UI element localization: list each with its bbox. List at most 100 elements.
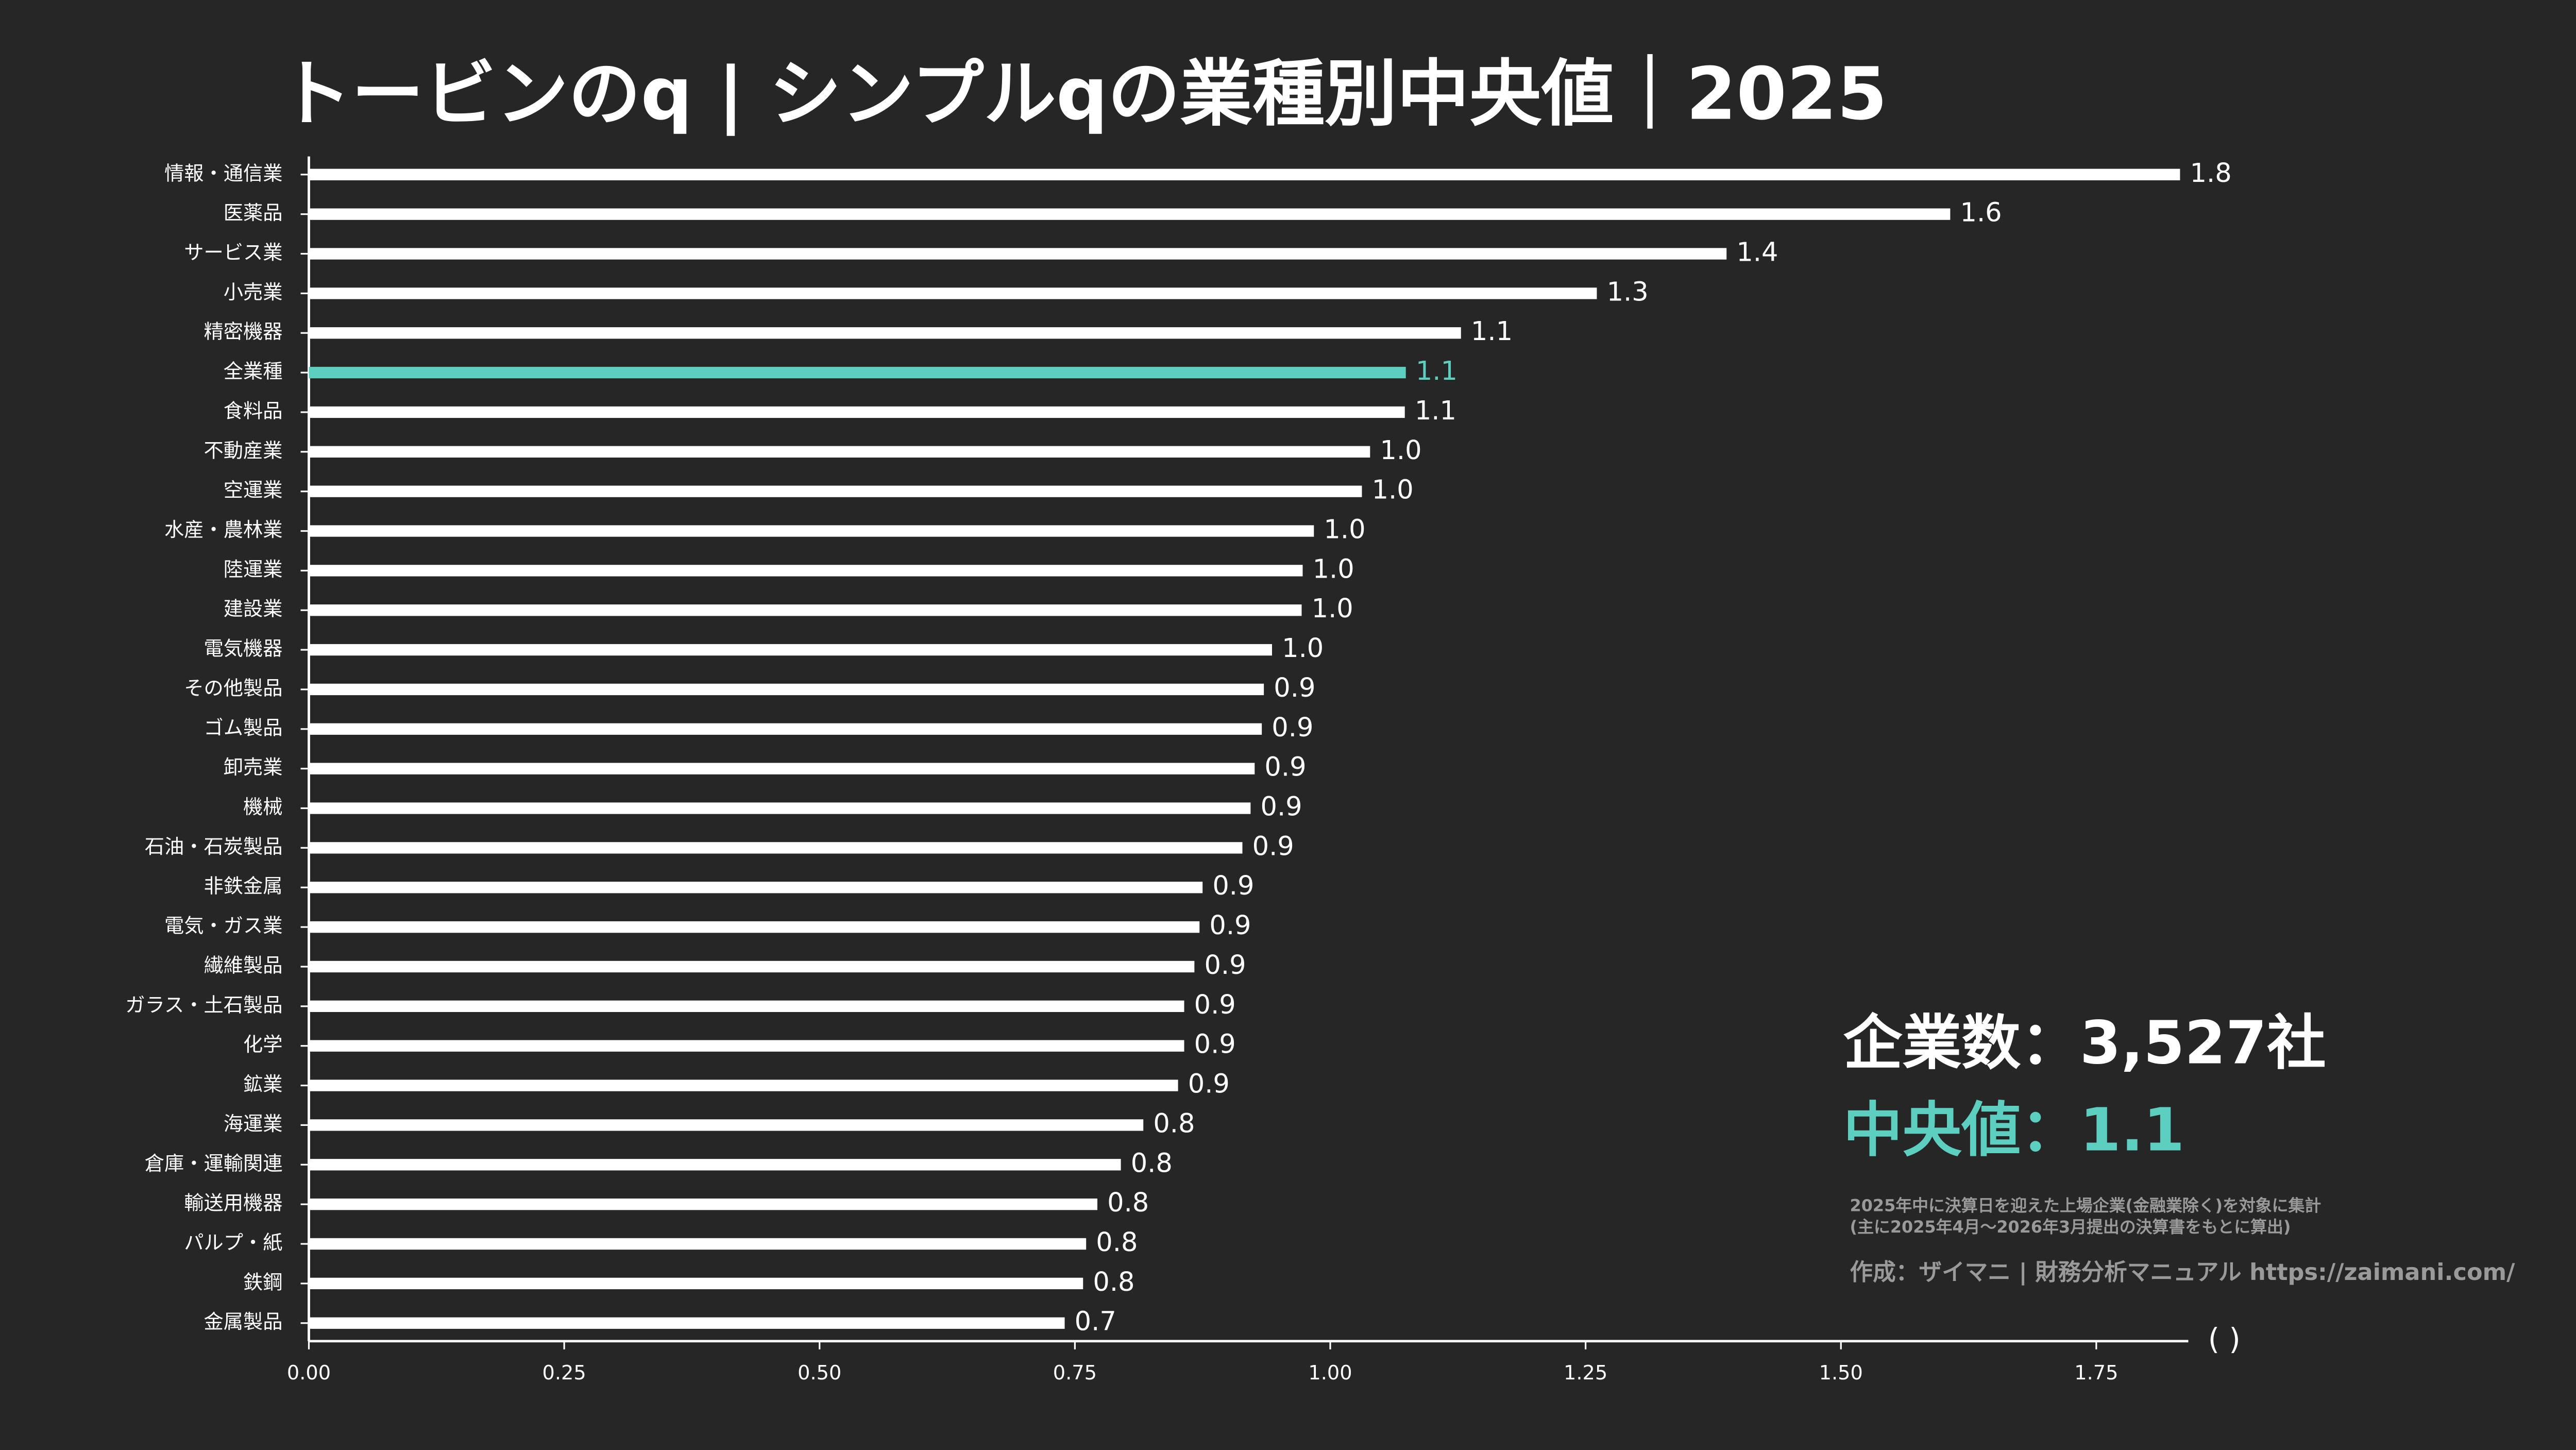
value-label: 1.1: [1416, 356, 1458, 386]
y-tick-label: 陸運業: [224, 558, 283, 581]
y-tick-label: 精密機器: [204, 321, 282, 344]
value-label: 0.9: [1212, 871, 1254, 901]
bar: [309, 763, 1255, 774]
value-label: 0.7: [1075, 1307, 1116, 1337]
x-tick-label: 0.00: [287, 1361, 331, 1385]
bar: [309, 882, 1203, 893]
value-label: 0.8: [1153, 1108, 1195, 1139]
y-tick-label: 卸売業: [224, 756, 283, 779]
y-tick-label: 金属製品: [204, 1310, 282, 1334]
bar: [309, 1317, 1065, 1329]
value-label: 0.8: [1107, 1188, 1149, 1218]
value-label: 0.9: [1188, 1069, 1230, 1100]
note: (主に2025年4月〜2026年3月提出の決算書をもとに算出): [1850, 1217, 2291, 1237]
y-tick-label: 倉庫・運輸関連: [145, 1152, 283, 1175]
y-tick-label: 繊維製品: [204, 954, 282, 977]
bar: [309, 842, 1243, 854]
value-label: 1.4: [1736, 237, 1778, 267]
y-tick-label: 医薬品: [224, 201, 283, 225]
x-axis-label: ( ): [2208, 1322, 2241, 1356]
x-tick-label: 1.25: [1564, 1361, 1607, 1385]
y-tick-label: サービス業: [184, 241, 282, 264]
y-tick-label: 海運業: [224, 1112, 283, 1136]
value-label: 1.0: [1313, 554, 1354, 584]
value-label: 0.9: [1204, 950, 1246, 981]
company-count: 企業数：3,527社: [1843, 1008, 2326, 1077]
bar: [309, 327, 1461, 339]
y-tick-label: 食料品: [224, 399, 283, 423]
bar: [309, 288, 1597, 299]
y-tick-label: 建設業: [224, 598, 283, 621]
y-tick-label: 石油・石炭製品: [145, 835, 283, 858]
value-label: 0.8: [1093, 1267, 1134, 1297]
value-label: 1.6: [1960, 198, 2002, 228]
chart-title: トービンのq | シンプルqの業種別中央値｜2025: [279, 53, 1887, 137]
value-label: 0.8: [1131, 1148, 1173, 1178]
bar: [309, 208, 1951, 220]
value-label: 0.9: [1274, 673, 1315, 703]
y-tick-label: 電気・ガス業: [164, 915, 282, 938]
y-tick-label: 空運業: [224, 479, 283, 502]
y-tick-label: 非鉄金属: [204, 875, 282, 898]
value-label: 0.9: [1272, 713, 1313, 743]
bar: [309, 604, 1302, 616]
bar: [309, 366, 1406, 379]
median-note: 中央値：1.1: [1843, 1095, 2184, 1165]
value-label: 1.0: [1380, 435, 1421, 466]
value-label: 1.1: [1415, 396, 1456, 426]
bar: [309, 1238, 1087, 1250]
y-tick-label: 鉄鋼: [243, 1271, 283, 1294]
x-tick-label: 1.75: [2074, 1361, 2118, 1385]
value-label: 1.0: [1324, 515, 1365, 545]
x-tick-label: 0.50: [798, 1361, 841, 1385]
bar: [309, 1198, 1097, 1210]
value-label: 1.0: [1282, 633, 1324, 664]
x-tick-label: 0.75: [1053, 1361, 1097, 1385]
value-label: 0.8: [1096, 1227, 1138, 1258]
y-tick-label: 輸送用機器: [184, 1192, 282, 1215]
bar: [309, 525, 1314, 537]
bar: [309, 248, 1727, 260]
y-tick-label: 情報・通信業: [164, 162, 282, 185]
note: 2025年中に決算日を迎えた上場企業(金融業除く)を対象に集計: [1850, 1195, 2321, 1215]
value-label: 0.9: [1260, 792, 1302, 822]
x-tick-label: 0.25: [543, 1361, 586, 1385]
value-label: 0.9: [1194, 990, 1236, 1020]
value-label: 0.9: [1194, 1030, 1236, 1060]
y-tick-label: 機械: [243, 796, 283, 819]
y-tick-label: 水産・農林業: [164, 518, 282, 542]
bar: [309, 1000, 1184, 1012]
bar: [309, 802, 1251, 814]
y-tick-label: 小売業: [224, 281, 283, 304]
y-tick-label: ガラス・土石製品: [125, 993, 282, 1017]
bar: [309, 446, 1370, 458]
y-tick-label: パルプ・紙: [184, 1231, 282, 1254]
y-tick-label: 化学: [243, 1033, 283, 1056]
value-label: 0.9: [1252, 831, 1294, 862]
value-label: 1.3: [1607, 277, 1649, 307]
y-tick-label: 全業種: [224, 360, 283, 383]
x-tick-label: 1.50: [1819, 1361, 1863, 1385]
bar: [309, 960, 1195, 973]
y-tick-label: ゴム製品: [204, 716, 282, 739]
bar: [309, 485, 1362, 497]
bar: [309, 1119, 1144, 1131]
value-label: 1.8: [2190, 158, 2232, 189]
value-label: 1.0: [1312, 594, 1353, 624]
value-label: 1.1: [1471, 316, 1513, 347]
x-tick-label: 1.00: [1308, 1361, 1352, 1385]
y-tick-label: その他製品: [184, 677, 282, 700]
bar: [309, 168, 2180, 180]
credit: 作成：ザイマニ | 財務分析マニュアル https://zaimani.com/: [1850, 1259, 2516, 1286]
bar: [309, 1040, 1184, 1052]
bar: [309, 1080, 1178, 1091]
bar: [309, 565, 1303, 577]
bar: [309, 1277, 1083, 1290]
y-tick-label: 鉱業: [243, 1073, 283, 1096]
y-tick-label: 不動産業: [204, 439, 282, 462]
bar: [309, 683, 1264, 696]
bar: [309, 406, 1405, 418]
value-label: 1.0: [1372, 475, 1414, 505]
